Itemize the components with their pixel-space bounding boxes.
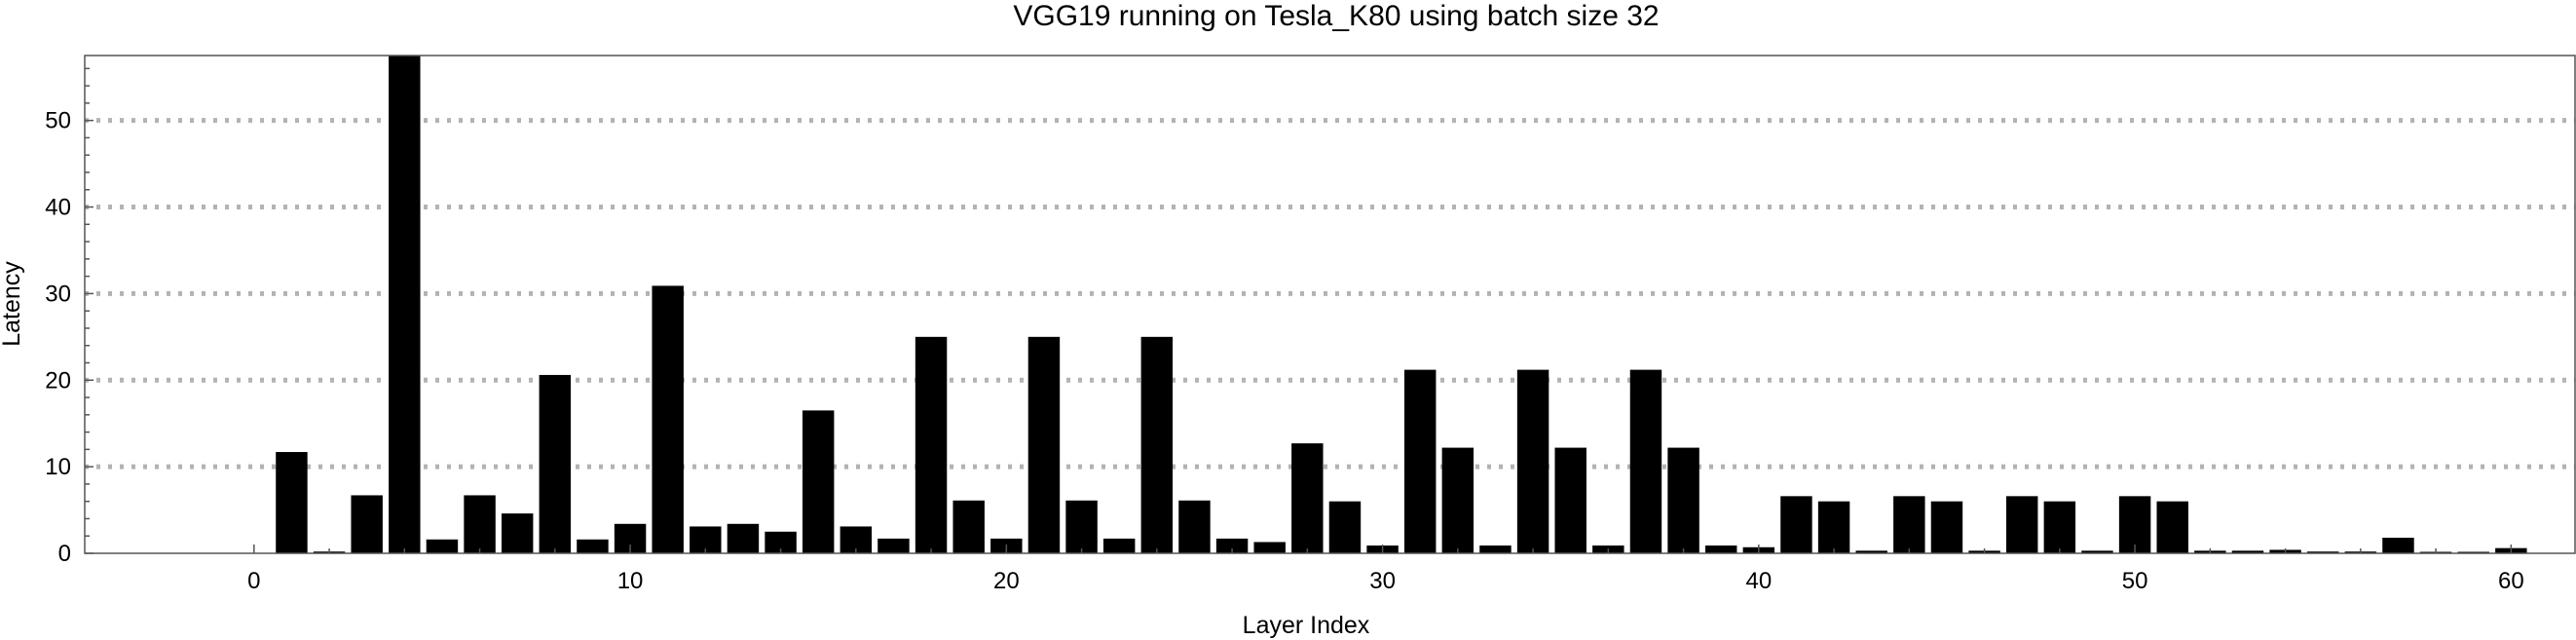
bar [877,538,910,553]
grid-lines [85,118,2575,470]
x-tick-label: 40 [1745,568,1772,594]
y-tick-label: 40 [45,195,71,221]
x-tick-label: 30 [1369,568,1396,594]
bar [464,495,496,553]
bar [1291,443,1324,553]
x-tick-label: 0 [247,568,260,594]
bar [539,374,572,553]
bar [2081,550,2113,553]
bar [915,336,948,553]
bar [652,285,684,553]
bar [276,452,308,553]
bar [2043,501,2076,553]
x-tick-label: 20 [993,568,1020,594]
bar [952,500,985,553]
bar [1441,447,1475,553]
bar [351,495,383,553]
bar [1253,542,1286,553]
bar [2231,550,2264,553]
bar [1930,501,1963,553]
bar [1479,546,1512,553]
y-axis-label: Latency [0,261,25,347]
bar [1893,496,1925,553]
y-tick-label: 50 [45,108,71,134]
plot-frame [84,55,2576,554]
bar [1027,336,1061,553]
bar [1704,546,1737,553]
bar [1140,336,1174,553]
bar [1780,496,1812,553]
bar [1554,447,1587,553]
bar [577,539,609,553]
x-tick-label: 50 [2122,568,2148,594]
axis-ticks: 0 10 20 30 40 50 0 10 20 30 40 50 60 [45,67,2524,594]
x-axis-label: Layer Index [1243,612,1370,639]
bar [1817,501,1850,553]
bar [1516,369,1549,553]
bar [1629,369,1662,553]
bar [765,531,797,553]
bar [2306,551,2339,553]
bar [1403,369,1437,553]
bar [426,539,459,553]
x-tick-label: 60 [2498,568,2524,594]
y-tick-label: 30 [45,281,71,307]
bar [1178,500,1211,553]
bar [389,56,421,553]
chart-title: VGG19 running on Tesla_K80 using batch s… [1013,0,1659,32]
bar [1065,500,1098,553]
bar [1215,538,1249,553]
bar [2382,538,2414,553]
bar [1855,550,1887,553]
x-tick-label: 10 [617,568,644,594]
y-tick-label: 20 [45,367,71,394]
y-tick-label: 0 [58,541,71,567]
bar [501,513,534,553]
bar [727,523,760,553]
bar [2005,496,2038,553]
bar [1328,501,1362,553]
y-tick-label: 10 [45,454,71,480]
bar [2118,496,2151,553]
bar [1667,447,1699,553]
bar [2156,501,2188,553]
bar [1102,538,1136,553]
bar [802,410,835,553]
bars [276,56,2527,553]
